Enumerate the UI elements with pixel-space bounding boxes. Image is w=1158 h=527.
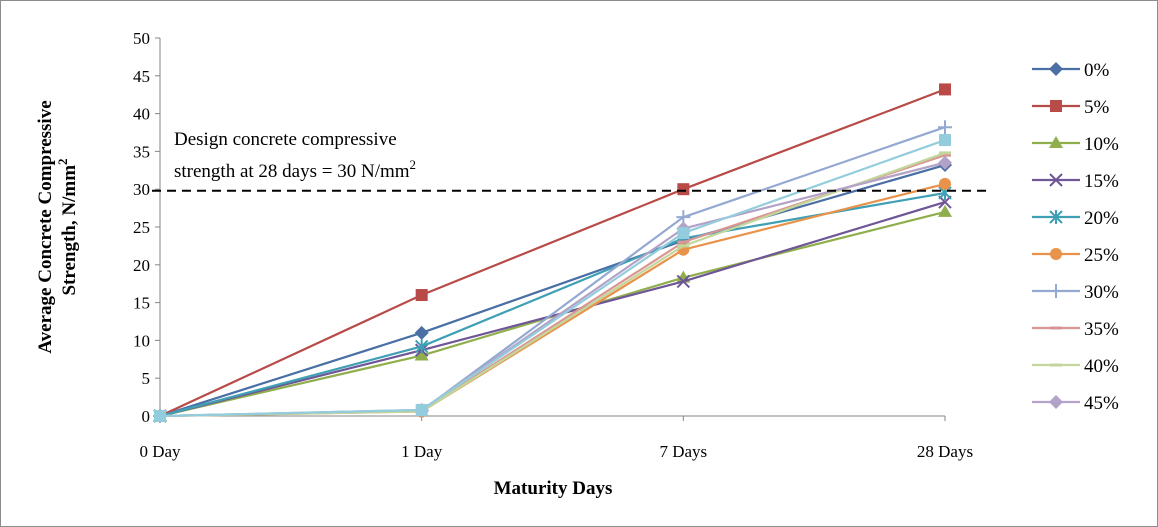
legend-item: 25%: [1032, 245, 1119, 266]
legend-item: 15%: [1032, 171, 1119, 192]
legend: 0% 5% 10% 15% 20% 25% 30% 35% 40% 45%: [1032, 60, 1119, 414]
y-tick-label: 15: [133, 294, 150, 313]
x-tick-labels: 0 Day 1 Day 7 Days 28 Days: [139, 442, 973, 461]
series-line: [159, 200, 946, 418]
legend-label: 35%: [1084, 319, 1119, 340]
legend-marker: [1050, 248, 1062, 260]
legend-marker: [1050, 100, 1062, 112]
annotation-line-2-text: strength at 28 days = 30 N/mm: [174, 161, 410, 182]
legend-item: 30%: [1032, 282, 1119, 303]
series-9: [153, 155, 952, 423]
legend-marker: [1049, 284, 1063, 298]
y-tick-label: 35: [133, 142, 150, 161]
data-point: [415, 403, 428, 416]
y-axis-title-line-1: Average Concrete Compressive: [35, 100, 56, 353]
legend-label: 5%: [1084, 97, 1110, 118]
x-tick-label: 7 Days: [659, 442, 707, 461]
series-line: [159, 88, 946, 417]
legend-item: 40%: [1032, 356, 1119, 377]
y-axis-title: Average Concrete Compressive Strength, N…: [35, 100, 80, 353]
legend-label: 10%: [1084, 134, 1119, 155]
y-tick-label: 10: [133, 331, 150, 350]
series-line: [159, 182, 946, 418]
legend-item: 35%: [1032, 319, 1119, 340]
data-point: [938, 120, 952, 135]
series-3: [153, 195, 952, 423]
legend-label: 30%: [1084, 282, 1119, 303]
y-axis-title-superscript: 2: [55, 158, 70, 165]
data-point: [414, 348, 429, 361]
y-tick-label: 25: [133, 218, 150, 237]
series-line: [159, 163, 946, 418]
data-point: [939, 134, 951, 147]
x-tick-label: 28 Days: [917, 442, 973, 461]
y-tick-labels: 0 5 10 15 20 25 30 35 40 45 50: [133, 29, 150, 426]
y-axis-title-line-2-text: Strength, N/mm: [59, 165, 80, 296]
y-tick-label: 20: [133, 256, 150, 275]
y-tick-label: 40: [133, 105, 150, 124]
data-point: [414, 339, 429, 354]
legend-marker: [1049, 395, 1063, 409]
annotation-line-2: strength at 28 days = 30 N/mm2: [174, 157, 416, 182]
data-point: [677, 183, 690, 196]
legend-item: 45%: [1032, 393, 1119, 414]
data-point: [938, 204, 952, 217]
data-point: [154, 410, 166, 422]
y-axis-title-line-2: Strength, N/mm2: [55, 158, 80, 295]
x-tick-label: 0 Day: [139, 442, 181, 461]
annotation-superscript: 2: [410, 157, 417, 172]
legend-item: 10%: [1032, 134, 1119, 155]
axes: [155, 37, 946, 421]
legend-item: 20%: [1032, 208, 1119, 229]
legend-marker: [1049, 136, 1063, 148]
legend-label: 0%: [1084, 60, 1110, 81]
legend-item: 5%: [1032, 97, 1110, 118]
y-tick-label: 45: [133, 67, 150, 86]
legend-label: 20%: [1084, 208, 1119, 229]
series-0: [153, 158, 952, 423]
x-tick-label: 1 Day: [401, 442, 443, 461]
legend-label: 45%: [1084, 393, 1119, 414]
legend-item: 0%: [1032, 60, 1110, 81]
legend-label: 15%: [1084, 171, 1119, 192]
y-tick-label: 0: [142, 407, 151, 426]
y-tick-label: 30: [133, 180, 150, 199]
series-10: [154, 134, 951, 422]
data-point: [677, 227, 690, 240]
series-layer: [153, 83, 952, 423]
legend-marker: [1049, 62, 1063, 76]
data-point: [414, 325, 429, 340]
data-point: [939, 177, 951, 190]
legend-label: 40%: [1084, 356, 1119, 377]
data-point: [415, 289, 428, 302]
x-axis-title: Maturity Days: [494, 478, 613, 499]
y-tick-label: 50: [133, 29, 150, 48]
series-line: [159, 191, 946, 418]
legend-label: 25%: [1084, 245, 1119, 266]
data-point: [939, 83, 951, 96]
legend-marker: [1049, 210, 1063, 224]
legend-marker: [1049, 173, 1063, 187]
series-line: [159, 139, 946, 418]
data-point: [676, 274, 691, 289]
y-tick-label: 5: [142, 369, 151, 388]
data-point: [938, 155, 952, 170]
annotation-line-1: Design concrete compressive: [174, 129, 397, 150]
